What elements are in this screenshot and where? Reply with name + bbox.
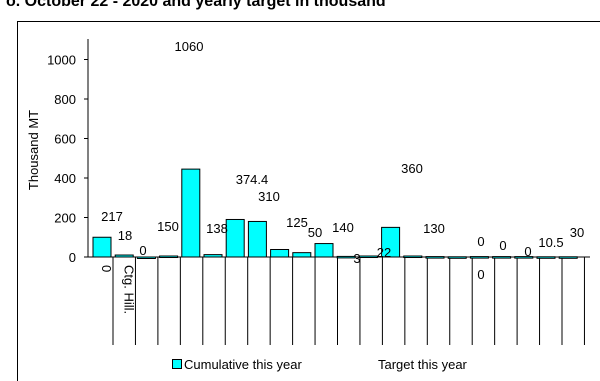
bar-cumulative: [536, 256, 556, 259]
bar-cumulative: [203, 254, 223, 258]
data-label: 0: [477, 267, 484, 282]
bar-cumulative: [403, 255, 423, 259]
plot-frame: [17, 21, 600, 381]
legend-label-cumulative: Cumulative this year: [184, 357, 302, 372]
data-label: 374.4: [236, 172, 269, 187]
data-label: 22: [377, 245, 391, 260]
data-label: 217: [101, 209, 123, 224]
bar-cumulative: [425, 256, 445, 259]
bar-cumulative: [314, 243, 334, 258]
bar-cumulative: [558, 256, 578, 259]
bar-cumulative: [270, 248, 290, 258]
bar-cumulative: [447, 256, 467, 259]
data-label: 150: [157, 219, 179, 234]
data-label: 360: [401, 161, 423, 176]
data-label: 0: [524, 244, 531, 259]
y-tick-label: 600: [54, 132, 76, 147]
chart-title: o. October 22 - 2020 and yearly target i…: [6, 0, 386, 10]
data-label: 125: [286, 215, 308, 230]
legend-swatch-cumulative: [172, 359, 182, 369]
data-label: 50: [308, 225, 322, 240]
category-label: Ctg. Hill.: [121, 265, 136, 314]
data-label: 0: [499, 238, 506, 253]
data-label: 140: [332, 220, 354, 235]
bar-cumulative: [225, 218, 245, 258]
bar-cumulative: [92, 236, 112, 258]
legend-label-target: Target this year: [378, 357, 467, 372]
data-label: 310: [258, 189, 280, 204]
bar-cumulative: [492, 256, 512, 259]
legend-item-target: Target this year: [378, 357, 467, 372]
bar-cumulative: [247, 220, 267, 258]
data-label: 1060: [175, 39, 204, 54]
bar-cumulative: [381, 226, 401, 258]
bar-cumulative: [159, 255, 179, 259]
y-tick-label: 1000: [47, 53, 76, 68]
data-label: 18: [118, 228, 132, 243]
y-tick-label: 0: [69, 250, 76, 265]
data-label: 3: [353, 251, 360, 266]
bar-cumulative: [114, 254, 134, 258]
y-axis-label: Thousand MT: [26, 110, 41, 190]
bar-cumulative: [514, 256, 534, 259]
data-label: 0: [477, 234, 484, 249]
bar-cumulative: [292, 252, 312, 258]
data-label: 138: [206, 221, 228, 236]
data-label: 0: [139, 243, 146, 258]
category-label: 0: [99, 265, 114, 272]
y-tick-label: 400: [54, 171, 76, 186]
data-label: 30: [570, 225, 584, 240]
data-label: 10.5: [538, 235, 563, 250]
bar-cumulative: [181, 168, 201, 258]
y-tick-label: 800: [54, 92, 76, 107]
bar-cumulative: [358, 255, 378, 259]
legend-item-cumulative: Cumulative this year: [172, 357, 302, 372]
data-label: 130: [423, 221, 445, 236]
bar-cumulative: [336, 255, 356, 259]
y-tick-label: 200: [54, 211, 76, 226]
bar-cumulative: [469, 256, 489, 259]
bar-cumulative: [136, 256, 156, 259]
